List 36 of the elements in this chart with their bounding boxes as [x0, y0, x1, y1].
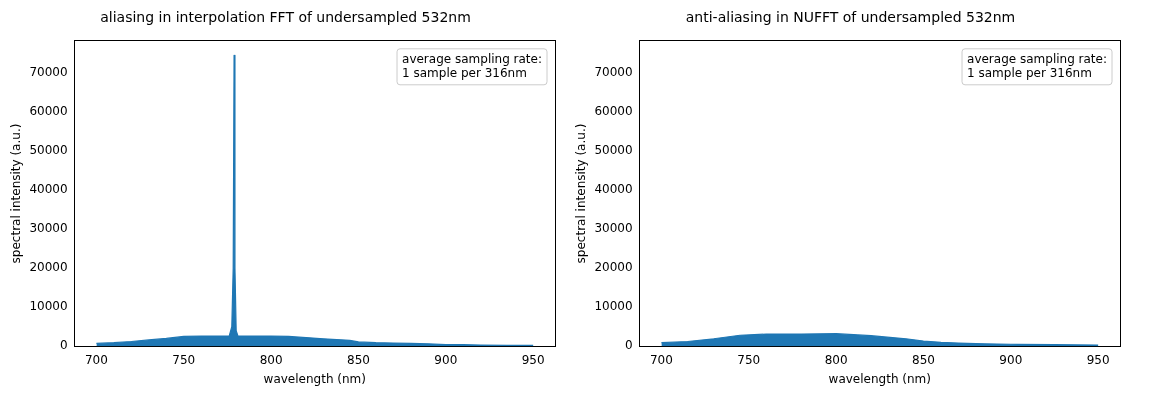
y-tick-label: 10000 [29, 299, 68, 314]
x-tick-label: 900 [999, 352, 1023, 367]
y-tick-label: 50000 [29, 143, 68, 158]
y-axis-title: spectral intensity (a.u.) [9, 123, 24, 264]
annotation: average sampling rate: 1 sample per 316nm [402, 51, 543, 80]
y-tick-label: 40000 [594, 182, 633, 197]
y-tick-label: 0 [59, 338, 68, 353]
y-tick-label: 30000 [29, 221, 68, 236]
y-tick-label: 10000 [594, 299, 633, 314]
y-tick-label: 70000 [594, 64, 633, 79]
x-tick-label: 800 [824, 352, 848, 367]
x-axis-title: wavelength (nm) [263, 371, 366, 386]
y-tick-label: 40000 [29, 182, 68, 197]
y-tick-label: 70000 [29, 64, 68, 79]
x-tick-label: 750 [737, 352, 761, 367]
y-tick-label: 20000 [29, 260, 68, 275]
y-axis-title: spectral intensity (a.u.) [574, 123, 589, 264]
y-tick-label: 30000 [594, 221, 633, 236]
x-tick-label: 950 [521, 352, 545, 367]
chart-title: aliasing in interpolation FFT of undersampled 532nm [100, 9, 471, 26]
x-tick-label: 950 [1086, 352, 1110, 367]
y-tick-label: 20000 [594, 260, 633, 275]
x-tick-label: 800 [259, 352, 283, 367]
x-tick-label: 700 [649, 352, 673, 367]
y-tick-label: 60000 [594, 104, 633, 118]
y-tick-label: 0 [624, 338, 633, 353]
chart-title: anti-aliasing in NUFFT of undersampled 532nm [685, 9, 1016, 26]
y-tick-label: 50000 [594, 143, 633, 158]
x-tick-label: 750 [172, 352, 196, 367]
y-tick-label: 60000 [29, 104, 68, 118]
x-tick-label: 850 [912, 352, 935, 367]
x-axis-title: wavelength (nm) [828, 371, 931, 386]
x-tick-label: 850 [347, 352, 370, 367]
x-tick-label: 900 [434, 352, 458, 367]
annotation: average sampling rate: 1 sample per 316nm [967, 51, 1108, 80]
x-tick-label: 700 [84, 352, 108, 367]
